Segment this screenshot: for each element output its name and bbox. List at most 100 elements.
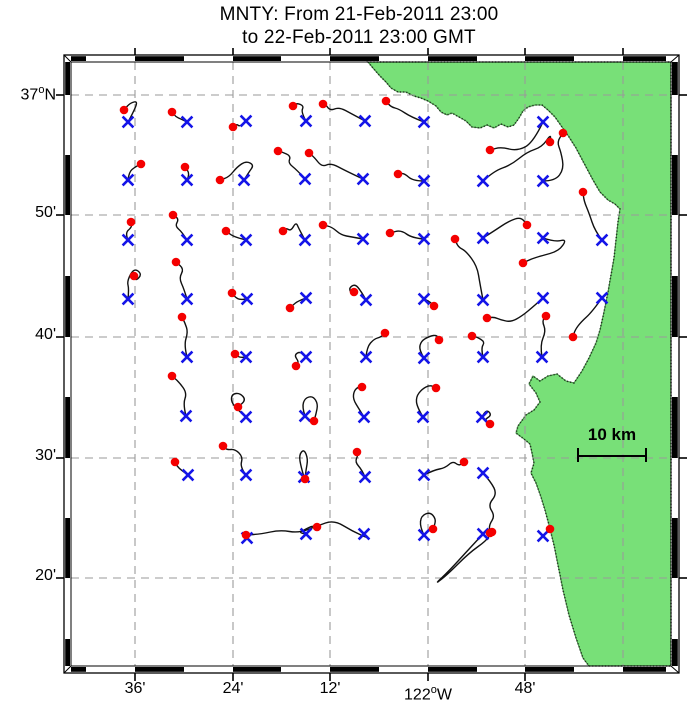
end-position-dot (230, 349, 240, 359)
end-position-dot (518, 258, 528, 268)
end-position-dot (177, 312, 187, 322)
end-position-dot (318, 220, 328, 230)
axis-label-lon-4: 48' (514, 680, 536, 697)
release-x-marker (358, 114, 372, 128)
frame-band-bottom (525, 667, 574, 672)
end-position-dot (482, 313, 492, 323)
end-position-dot (170, 457, 180, 467)
release-x-marker (357, 410, 371, 424)
end-position-dot (285, 303, 295, 313)
frame-corner-diagonal (670, 665, 680, 674)
axis-label-lon-2: 12' (319, 680, 341, 697)
end-position-dot (568, 332, 578, 342)
drifter-trajectory (482, 472, 496, 534)
drifter-trajectory (123, 101, 138, 123)
degree-superscript: o (430, 684, 437, 696)
release-x-marker (179, 409, 193, 423)
drifter-trajectory (482, 217, 528, 239)
frame-band-left (65, 276, 70, 337)
release-x-marker (358, 470, 372, 484)
drifter-trajectory (292, 103, 307, 122)
release-x-marker (299, 291, 313, 305)
end-position-dot (228, 122, 238, 132)
release-x-marker (298, 233, 312, 247)
end-position-dot (168, 210, 178, 220)
drifter-trajectory (454, 238, 484, 301)
frame-band-bottom (330, 667, 379, 672)
end-position-dot (522, 220, 532, 230)
end-position-dot (136, 159, 146, 169)
frame-band-right (672, 639, 678, 666)
release-x-marker (239, 350, 253, 364)
end-position-dot (381, 96, 391, 106)
end-position-dot (431, 383, 441, 393)
frame-band-bottom (623, 667, 666, 672)
frame-band-left (65, 639, 70, 666)
drifter-trajectory (172, 214, 188, 241)
release-x-marker (359, 293, 373, 307)
drifter-trajectory (415, 385, 437, 418)
drifter-trajectory (222, 445, 247, 476)
release-x-marker (356, 232, 370, 246)
frame-corner-diagonal (63, 665, 72, 674)
release-x-marker (476, 231, 490, 245)
end-position-dot (278, 226, 288, 236)
frame-band-bottom (233, 667, 281, 672)
release-x-marker (239, 468, 253, 482)
release-x-marker (417, 528, 431, 542)
release-x-marker (121, 115, 135, 129)
frame-band-right (672, 518, 678, 578)
axis-label-lat-0: 37oN (20, 84, 56, 104)
end-position-dot (126, 217, 136, 227)
drifter-trajectory (175, 261, 188, 300)
drifter-trajectory (385, 100, 425, 123)
end-position-dot (485, 145, 495, 155)
end-position-dot (349, 287, 359, 297)
frame-band-bottom (71, 667, 86, 672)
frame-band-top (233, 56, 281, 61)
drifter-trajectory (522, 237, 566, 264)
frame-band-left (65, 62, 70, 95)
end-position-dot (291, 361, 301, 371)
end-position-dot (171, 257, 181, 267)
drifter-trajectory (219, 161, 254, 181)
end-position-dot (167, 107, 177, 117)
end-position-dot (357, 382, 367, 392)
release-x-marker (239, 233, 253, 247)
drifter-trajectory (181, 316, 188, 358)
drifter-trajectory (299, 450, 309, 480)
drifter-trajectory (436, 531, 493, 583)
release-x-marker (476, 350, 490, 364)
end-position-dot (352, 447, 362, 457)
frame-band-top (330, 56, 379, 61)
frame-band-top (525, 56, 574, 61)
frame-inner (70, 61, 672, 667)
release-x-marker (298, 172, 312, 186)
release-x-marker (121, 233, 135, 247)
release-x-marker (536, 291, 550, 305)
drifter-trajectory (171, 375, 187, 417)
end-position-dot (393, 169, 403, 179)
end-position-dot (578, 187, 588, 197)
release-x-marker (536, 174, 550, 188)
release-x-marker (417, 174, 431, 188)
frame-band-top (71, 56, 86, 61)
end-position-dot (487, 527, 497, 537)
end-position-dot (300, 474, 310, 484)
drifter-trajectory (352, 386, 365, 418)
drifter-trajectory (277, 150, 306, 180)
release-x-marker (476, 293, 490, 307)
drifter-trajectory (322, 102, 366, 122)
release-x-marker (180, 350, 194, 364)
end-position-dot (233, 402, 243, 412)
end-position-dot (241, 530, 251, 540)
frame-band-top (623, 56, 666, 61)
release-x-marker (417, 232, 431, 246)
drifter-trajectory (423, 461, 465, 476)
frame-band-left (65, 155, 70, 215)
release-x-marker (181, 468, 195, 482)
release-x-marker (356, 172, 370, 186)
release-x-marker (475, 410, 489, 424)
